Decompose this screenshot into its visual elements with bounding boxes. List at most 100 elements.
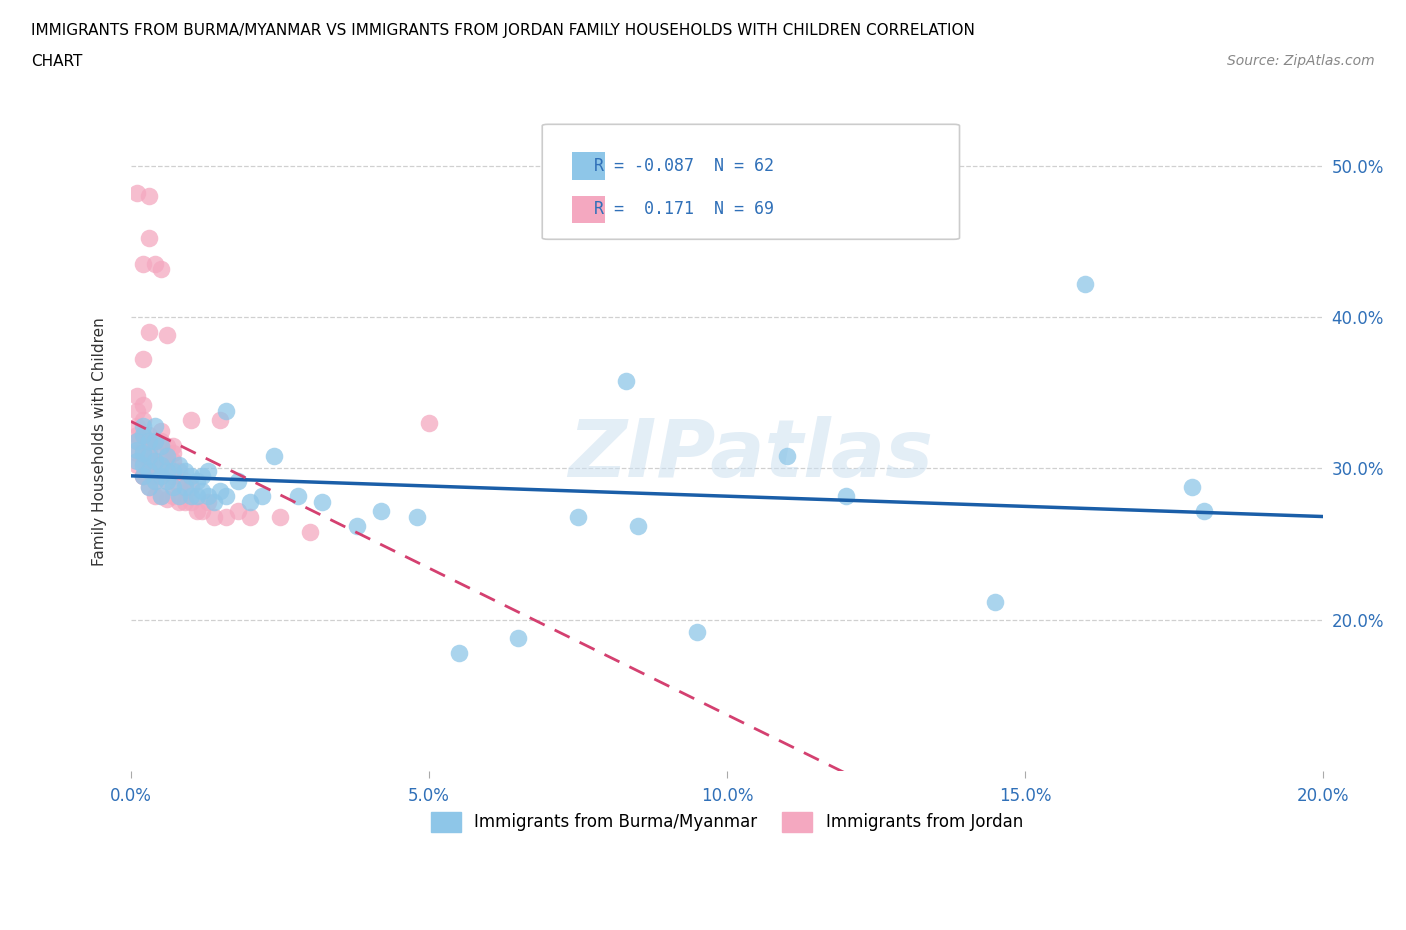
Point bbox=[186, 473, 208, 488]
Point bbox=[125, 445, 148, 460]
Point bbox=[209, 413, 232, 428]
Point bbox=[143, 433, 166, 448]
Point bbox=[191, 503, 214, 518]
Point bbox=[156, 327, 179, 342]
Point bbox=[143, 433, 166, 448]
Point bbox=[132, 413, 155, 428]
Point bbox=[162, 464, 184, 479]
Point bbox=[197, 495, 219, 510]
Point bbox=[132, 418, 155, 433]
Point bbox=[1181, 479, 1204, 494]
Point bbox=[143, 257, 166, 272]
Point bbox=[209, 484, 232, 498]
Point bbox=[132, 445, 155, 460]
FancyBboxPatch shape bbox=[543, 125, 959, 239]
Point bbox=[149, 488, 172, 503]
Text: R = -0.087  N = 62: R = -0.087 N = 62 bbox=[595, 157, 775, 175]
Point bbox=[162, 445, 184, 460]
Point bbox=[132, 469, 155, 484]
Point bbox=[156, 438, 179, 453]
Point bbox=[132, 397, 155, 412]
Point bbox=[627, 519, 650, 534]
Point bbox=[143, 473, 166, 488]
Text: IMMIGRANTS FROM BURMA/MYANMAR VS IMMIGRANTS FROM JORDAN FAMILY HOUSEHOLDS WITH C: IMMIGRANTS FROM BURMA/MYANMAR VS IMMIGRA… bbox=[31, 23, 974, 38]
Point bbox=[143, 469, 166, 484]
Point bbox=[775, 449, 797, 464]
Point bbox=[138, 479, 160, 494]
Point bbox=[173, 479, 195, 494]
Point bbox=[191, 484, 214, 498]
Point bbox=[508, 631, 530, 645]
Point bbox=[173, 495, 195, 510]
Point bbox=[346, 519, 368, 534]
Point bbox=[215, 510, 238, 525]
Point bbox=[138, 433, 160, 448]
Point bbox=[269, 510, 291, 525]
Point bbox=[149, 469, 172, 484]
Point bbox=[162, 454, 184, 469]
Point bbox=[138, 443, 160, 458]
Point bbox=[167, 464, 190, 479]
Point bbox=[567, 510, 589, 525]
Point bbox=[984, 594, 1007, 609]
Point bbox=[132, 469, 155, 484]
Point bbox=[156, 449, 179, 464]
Point bbox=[132, 469, 155, 484]
Point bbox=[138, 449, 160, 464]
Point bbox=[138, 454, 160, 469]
Point bbox=[149, 454, 172, 469]
Bar bbox=[572, 153, 605, 179]
Point bbox=[143, 418, 166, 433]
Point bbox=[298, 525, 321, 539]
Point bbox=[138, 325, 160, 339]
Point bbox=[1192, 503, 1215, 518]
Point bbox=[186, 488, 208, 503]
Point bbox=[614, 373, 637, 388]
Point bbox=[173, 473, 195, 488]
Point bbox=[186, 503, 208, 518]
Point bbox=[370, 503, 392, 518]
Point bbox=[162, 469, 184, 484]
Point bbox=[132, 454, 155, 469]
Point bbox=[143, 473, 166, 488]
Bar bbox=[572, 195, 605, 223]
Point bbox=[447, 645, 470, 660]
Point bbox=[215, 488, 238, 503]
Point bbox=[226, 473, 249, 488]
Point bbox=[138, 433, 160, 448]
Point bbox=[180, 469, 202, 484]
Point bbox=[125, 389, 148, 404]
Point bbox=[156, 454, 179, 469]
Point bbox=[239, 510, 262, 525]
Point bbox=[125, 433, 148, 448]
Point bbox=[226, 503, 249, 518]
Text: R =  0.171  N = 69: R = 0.171 N = 69 bbox=[595, 201, 775, 219]
Point bbox=[191, 469, 214, 484]
Point bbox=[149, 438, 172, 453]
Point bbox=[167, 495, 190, 510]
Point bbox=[125, 458, 148, 472]
Point bbox=[156, 464, 179, 479]
Point bbox=[149, 469, 172, 484]
Point bbox=[138, 464, 160, 479]
Point bbox=[180, 413, 202, 428]
Point bbox=[125, 404, 148, 418]
Point bbox=[156, 473, 179, 488]
Point bbox=[138, 464, 160, 479]
Point bbox=[202, 510, 225, 525]
Point bbox=[287, 488, 309, 503]
Point bbox=[311, 495, 333, 510]
Point bbox=[686, 625, 709, 640]
Point bbox=[1073, 276, 1095, 291]
Point bbox=[132, 352, 155, 366]
Point bbox=[149, 488, 172, 503]
Point bbox=[132, 443, 155, 458]
Point bbox=[167, 479, 190, 494]
Point bbox=[125, 428, 148, 443]
Point bbox=[125, 454, 148, 469]
Point bbox=[143, 488, 166, 503]
Point bbox=[149, 433, 172, 448]
Point bbox=[132, 458, 155, 472]
Point bbox=[138, 189, 160, 204]
Y-axis label: Family Households with Children: Family Households with Children bbox=[93, 317, 107, 566]
